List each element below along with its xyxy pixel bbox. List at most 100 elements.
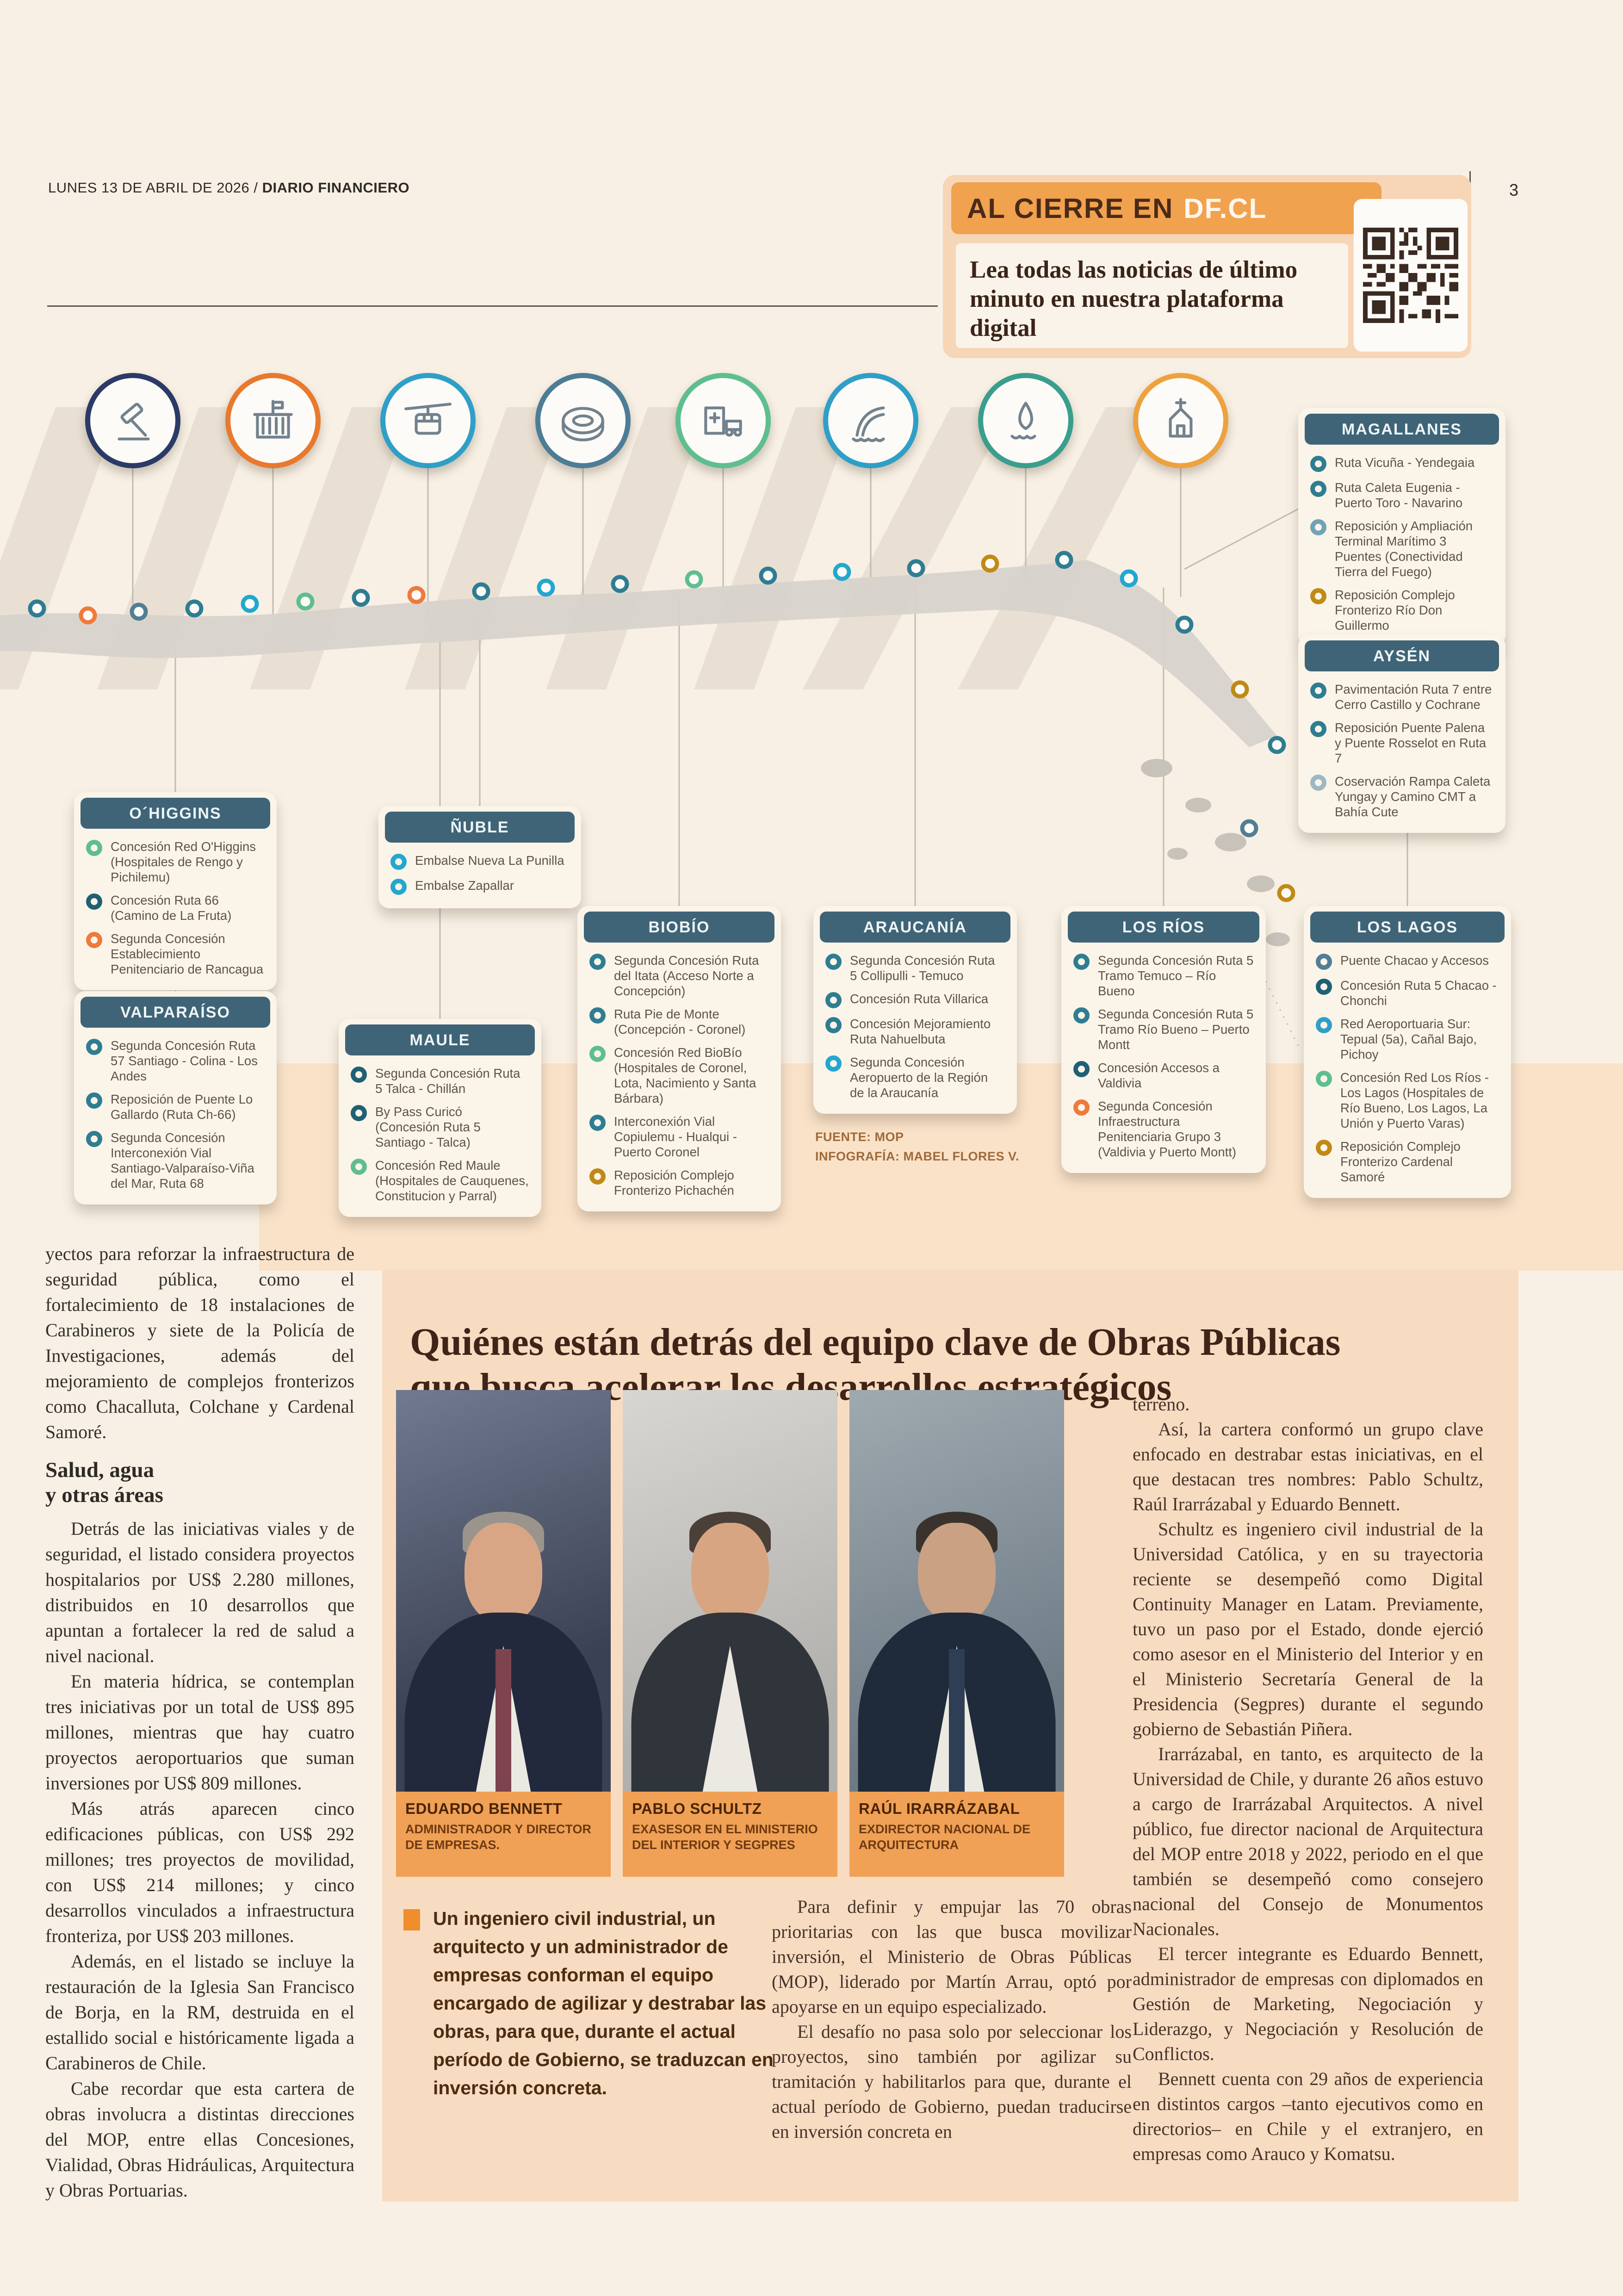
project-bullet-icon xyxy=(589,1115,606,1131)
header-date: LUNES 13 DE ABRIL DE 2026 / DIARIO FINAN… xyxy=(48,180,409,196)
list-item: Reposición de Puente Lo Gallardo (Ruta C… xyxy=(74,1092,277,1122)
qr-card xyxy=(1354,199,1468,352)
icon-glyph xyxy=(118,403,150,441)
project-label: Red Aeroportuaria Sur: Tepual (5a), Caña… xyxy=(1340,1017,1477,1061)
list-item: Segunda Concesión Ruta 5 Talca - Chillán xyxy=(339,1066,541,1096)
list-item: Segunda Concesión Infraestructura Penite… xyxy=(1061,1098,1266,1160)
project-label: Pavimentación Ruta 7 entre Cerro Castill… xyxy=(1335,682,1492,712)
project-label: Reposición Puente Palena y Puente Rossel… xyxy=(1335,720,1487,765)
project-bullet-icon xyxy=(589,1046,606,1062)
project-bullet-icon xyxy=(1073,1007,1090,1024)
list-item: Concesión Ruta 66 (Camino de La Fruta) xyxy=(74,893,277,923)
project-label: Concesión Accesos a Valdivia xyxy=(1098,1061,1220,1090)
list-item: Puente Chacao y Accesos xyxy=(1304,953,1511,970)
body-paragraph: Bennett cuenta con 29 años de experienci… xyxy=(1133,2068,1483,2164)
portrait-eduardo-bennett: EDUARDO BENNETT ADMINISTRADOR Y DIRECTOR… xyxy=(396,1390,611,1877)
body-paragraph: Irarrázabal, en tanto, es arquitecto de … xyxy=(1133,1744,1483,1939)
brand-text: DIARIO FINANCIERO xyxy=(262,180,410,196)
project-bullet-icon xyxy=(351,1067,367,1083)
project-bullet-icon xyxy=(86,1131,102,1147)
project-label: Concesión Ruta 66 (Camino de La Fruta) xyxy=(111,893,232,923)
list-item: Segunda Concesión Interconexión Vial San… xyxy=(74,1130,277,1191)
project-bullet-icon xyxy=(1316,1071,1332,1087)
list-item: Segunda Concesión Ruta 5 Collipulli - Te… xyxy=(813,953,1017,983)
list-item: Segunda Concesión Ruta del Itata (Acceso… xyxy=(577,953,781,999)
list-item: Concesión Ruta 5 Chacao - Chonchi xyxy=(1304,978,1511,1008)
region-title: ARAUCANÍA xyxy=(820,912,1010,943)
list-item: Segunda Concesión Ruta 5 Tramo Temuco – … xyxy=(1061,953,1266,999)
list-item: Ruta Caleta Eugenia - Puerto Toro - Nava… xyxy=(1298,480,1505,510)
project-bullet-icon xyxy=(390,879,407,895)
list-item: Segunda Concesión Ruta 57 Santiago - Col… xyxy=(74,1038,277,1084)
portrait-figure xyxy=(918,1523,996,1623)
header-rule xyxy=(47,305,938,307)
church-icon xyxy=(1133,373,1228,468)
justice-gavel-icon xyxy=(85,373,180,468)
list-item: Ruta Pie de Monte (Concepción - Coronel) xyxy=(577,1006,781,1037)
credit-line: INFOGRAFÍA: MABEL FLORES V. xyxy=(815,1149,1020,1163)
article-middle-column: Para definir y empujar las 70 obras prio… xyxy=(772,1894,1132,2144)
project-bullet-icon xyxy=(1073,1061,1090,1077)
qr-code-icon xyxy=(1363,228,1458,323)
region-box-biobio: BIOBÍO Segunda Concesión Ruta del Itata … xyxy=(577,906,781,1211)
project-label: Segunda Concesión Infraestructura Penite… xyxy=(1098,1099,1237,1159)
list-item: Interconexión Vial Copiulemu - Hualqui -… xyxy=(577,1114,781,1160)
list-item: Segunda Concesión Establecimiento Penite… xyxy=(74,931,277,977)
region-box-aysen: AYSÉN Pavimentación Ruta 7 entre Cerro C… xyxy=(1298,635,1505,833)
icon-glyph xyxy=(852,406,885,442)
region-box-ohiggins: O´HIGGINS Concesión Red O'Higgins (Hospi… xyxy=(74,792,277,990)
hospital-truck-icon xyxy=(675,373,771,468)
region-box-maule: MAULE Segunda Concesión Ruta 5 Talca - C… xyxy=(339,1019,541,1217)
list-item: Segunda Concesión Ruta 5 Tramo Río Bueno… xyxy=(1061,1006,1266,1052)
project-label: Reposición Complejo Fronterizo Pichachén xyxy=(614,1168,734,1198)
project-label: Segunda Concesión Ruta 5 Talca - Chillán xyxy=(375,1066,520,1096)
region-title: VALPARAÍSO xyxy=(81,997,270,1028)
project-bullet-icon xyxy=(1310,481,1326,497)
body-paragraph: El tercer integrante es Eduardo Bennett,… xyxy=(1133,1943,1483,2064)
al-cierre-header: AL CIERRE EN DF.CL xyxy=(951,182,1381,234)
project-bullet-icon xyxy=(1310,456,1326,472)
project-label: Ruta Caleta Eugenia - Puerto Toro - Nava… xyxy=(1335,480,1463,510)
region-title: O´HIGGINS xyxy=(81,798,270,829)
body-paragraph: Además, en el listado se incluye la rest… xyxy=(45,1951,354,2073)
project-bullet-icon xyxy=(825,1017,842,1033)
project-bullet-icon xyxy=(1310,775,1326,791)
project-label: Reposición Complejo Fronterizo Cardenal … xyxy=(1340,1139,1461,1184)
project-bullet-icon xyxy=(86,932,102,948)
list-item: Concesión Accesos a Valdivia xyxy=(1061,1060,1266,1091)
portrait-figure xyxy=(496,1649,511,1792)
project-label: Concesión Ruta Villarica xyxy=(850,992,989,1006)
project-bullet-icon xyxy=(1316,1017,1332,1033)
portrait-figure xyxy=(691,1523,769,1623)
al-cierre-module: AL CIERRE EN DF.CL Lea todas las noticia… xyxy=(943,175,1471,358)
water-sanitation-icon xyxy=(978,373,1073,468)
stadium-icon xyxy=(535,373,631,468)
project-label: Segunda Concesión Ruta 5 Tramo Río Bueno… xyxy=(1098,1007,1254,1052)
person-role: EXDIRECTOR NACIONAL DE ARQUITECTURA xyxy=(859,1822,1031,1852)
list-item: Reposición Puente Palena y Puente Rossel… xyxy=(1298,720,1505,766)
date-text: LUNES 13 DE ABRIL DE 2026 / xyxy=(48,180,262,196)
region-box-losrios: LOS RÍOS Segunda Concesión Ruta 5 Tramo … xyxy=(1061,906,1266,1173)
list-item: Concesión Red Los Ríos - Los Lagos (Hosp… xyxy=(1304,1070,1511,1131)
portrait-pablo-schultz: PABLO SCHULTZ EXASESOR EN EL MINISTERIO … xyxy=(623,1390,837,1877)
project-label: Concesión Ruta 5 Chacao - Chonchi xyxy=(1340,978,1497,1008)
person-name: RAÚL IRARRÁZABAL xyxy=(859,1800,1020,1817)
icon-glyph xyxy=(253,400,293,439)
public-building-icon xyxy=(225,373,321,468)
region-title: MAULE xyxy=(345,1024,535,1055)
project-label: Reposición de Puente Lo Gallardo (Ruta C… xyxy=(111,1092,253,1122)
project-label: Concesión Red Maule (Hospitales de Cauqu… xyxy=(375,1158,529,1203)
body-paragraph: El desafío no pasa solo por seleccionar … xyxy=(772,2021,1132,2142)
list-item: Pavimentación Ruta 7 entre Cerro Castill… xyxy=(1298,682,1505,712)
subhead-line2: y otras áreas xyxy=(45,1483,163,1507)
region-box-loslagos: LOS LAGOS Puente Chacao y Accesos Conces… xyxy=(1304,906,1511,1198)
project-bullet-icon xyxy=(351,1159,367,1175)
body-paragraph: Detrás de las iniciativas viales y de se… xyxy=(45,1518,354,1666)
article-right-column: terreno. Así, la cartera conformó un gru… xyxy=(1133,1392,1483,2166)
chile-map xyxy=(0,407,1408,1046)
list-item: Concesión Red O'Higgins (Hospitales de R… xyxy=(74,839,277,885)
body-paragraph: Para definir y empujar las 70 obras prio… xyxy=(772,1896,1132,2017)
project-label: Segunda Concesión Ruta 5 Collipulli - Te… xyxy=(850,953,995,983)
person-name: EDUARDO BENNETT xyxy=(405,1800,563,1817)
project-bullet-icon xyxy=(589,954,606,970)
